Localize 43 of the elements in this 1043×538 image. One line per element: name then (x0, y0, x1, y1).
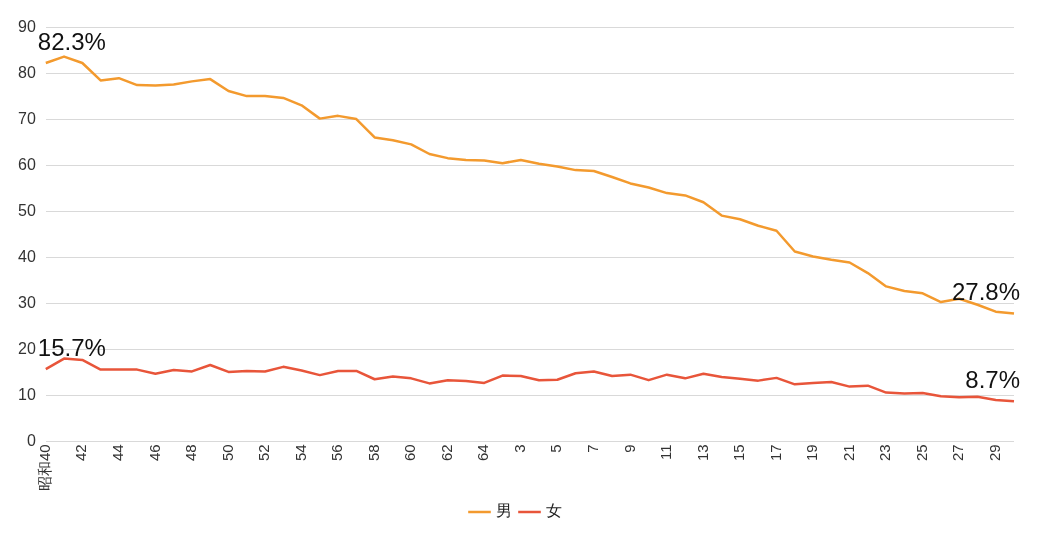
x-tick-label: 13 (693, 444, 711, 461)
x-tick-label: 58 (364, 444, 382, 461)
legend-label: 女 (545, 502, 562, 520)
y-tick-label: 70 (18, 109, 36, 127)
x-tick-label: 44 (109, 444, 127, 461)
y-tick-label: 40 (18, 247, 36, 265)
x-tick-label: 7 (583, 444, 601, 453)
x-tick-label: 52 (255, 444, 273, 461)
x-tick-label: 27 (949, 444, 967, 461)
x-tick-label: 9 (620, 444, 638, 453)
x-tick-label: 50 (218, 444, 236, 461)
x-tick-label: 54 (291, 444, 309, 461)
data-label: 15.7% (37, 333, 106, 361)
y-tick-label: 10 (18, 385, 36, 403)
x-tick-label: 21 (839, 444, 857, 461)
x-tick-label: 15 (730, 444, 748, 461)
x-tick-label: 29 (985, 444, 1003, 461)
x-tick-label: 48 (182, 444, 200, 461)
x-tick-label: 3 (510, 444, 528, 453)
y-tick-label: 30 (18, 293, 36, 311)
x-tick-label: 昭和40 (35, 444, 53, 491)
x-tick-label: 17 (766, 444, 784, 461)
y-tick-label: 20 (18, 339, 36, 357)
y-tick-label: 0 (26, 431, 36, 449)
legend-label: 男 (495, 502, 512, 520)
x-tick-label: 64 (474, 444, 492, 461)
x-tick-label: 56 (328, 444, 346, 461)
x-tick-label: 60 (401, 444, 419, 461)
y-tick-label: 80 (18, 63, 36, 81)
data-label: 27.8% (951, 278, 1020, 306)
y-tick-label: 60 (18, 155, 36, 173)
y-tick-label: 90 (18, 18, 36, 36)
x-tick-label: 46 (145, 444, 163, 461)
x-tick-label: 42 (72, 444, 90, 461)
y-tick-label: 50 (18, 201, 36, 219)
x-tick-label: 25 (912, 444, 930, 461)
data-label: 82.3% (37, 27, 106, 55)
x-tick-label: 23 (876, 444, 894, 461)
x-tick-label: 19 (803, 444, 821, 461)
x-tick-label: 62 (437, 444, 455, 461)
x-tick-label: 5 (547, 444, 565, 453)
data-label: 8.7% (965, 365, 1020, 393)
x-tick-label: 11 (657, 444, 675, 460)
